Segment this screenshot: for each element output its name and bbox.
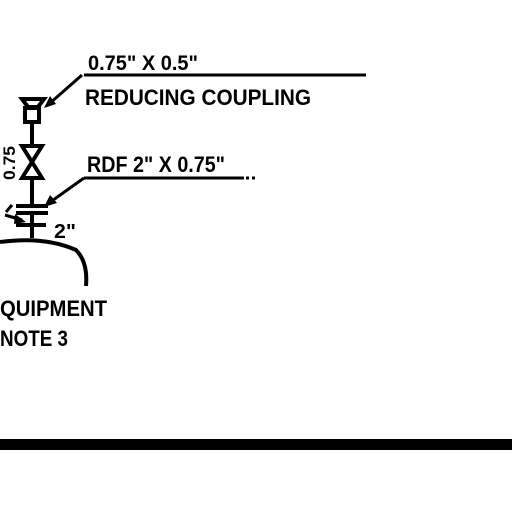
flange-symbol: [16, 204, 48, 227]
drawing-border-line: [0, 439, 512, 450]
reducing-coupling-symbol: [18, 97, 48, 124]
leader-arrow-reducing-coupling: [44, 73, 83, 108]
leader-arrow-rdf: [44, 176, 85, 207]
left-pipe-size-label: 0.75: [0, 146, 19, 180]
callout-2-label: RDF 2" X 0.75": [87, 152, 225, 177]
equipment-vessel-outline: [0, 238, 89, 287]
main-pipe-size-label: 2": [54, 221, 76, 243]
callout-1-name-label: REDUCING COUPLING: [85, 85, 311, 110]
gate-valve-symbol: [18, 144, 46, 180]
equipment-label-line-1: QUIPMENT: [0, 296, 108, 321]
equipment-label-line-2: NOTE 3: [0, 326, 68, 351]
callout-1-size-label: 0.75" X 0.5": [88, 52, 198, 75]
leader-arrow-main-pipe: [4, 204, 26, 224]
